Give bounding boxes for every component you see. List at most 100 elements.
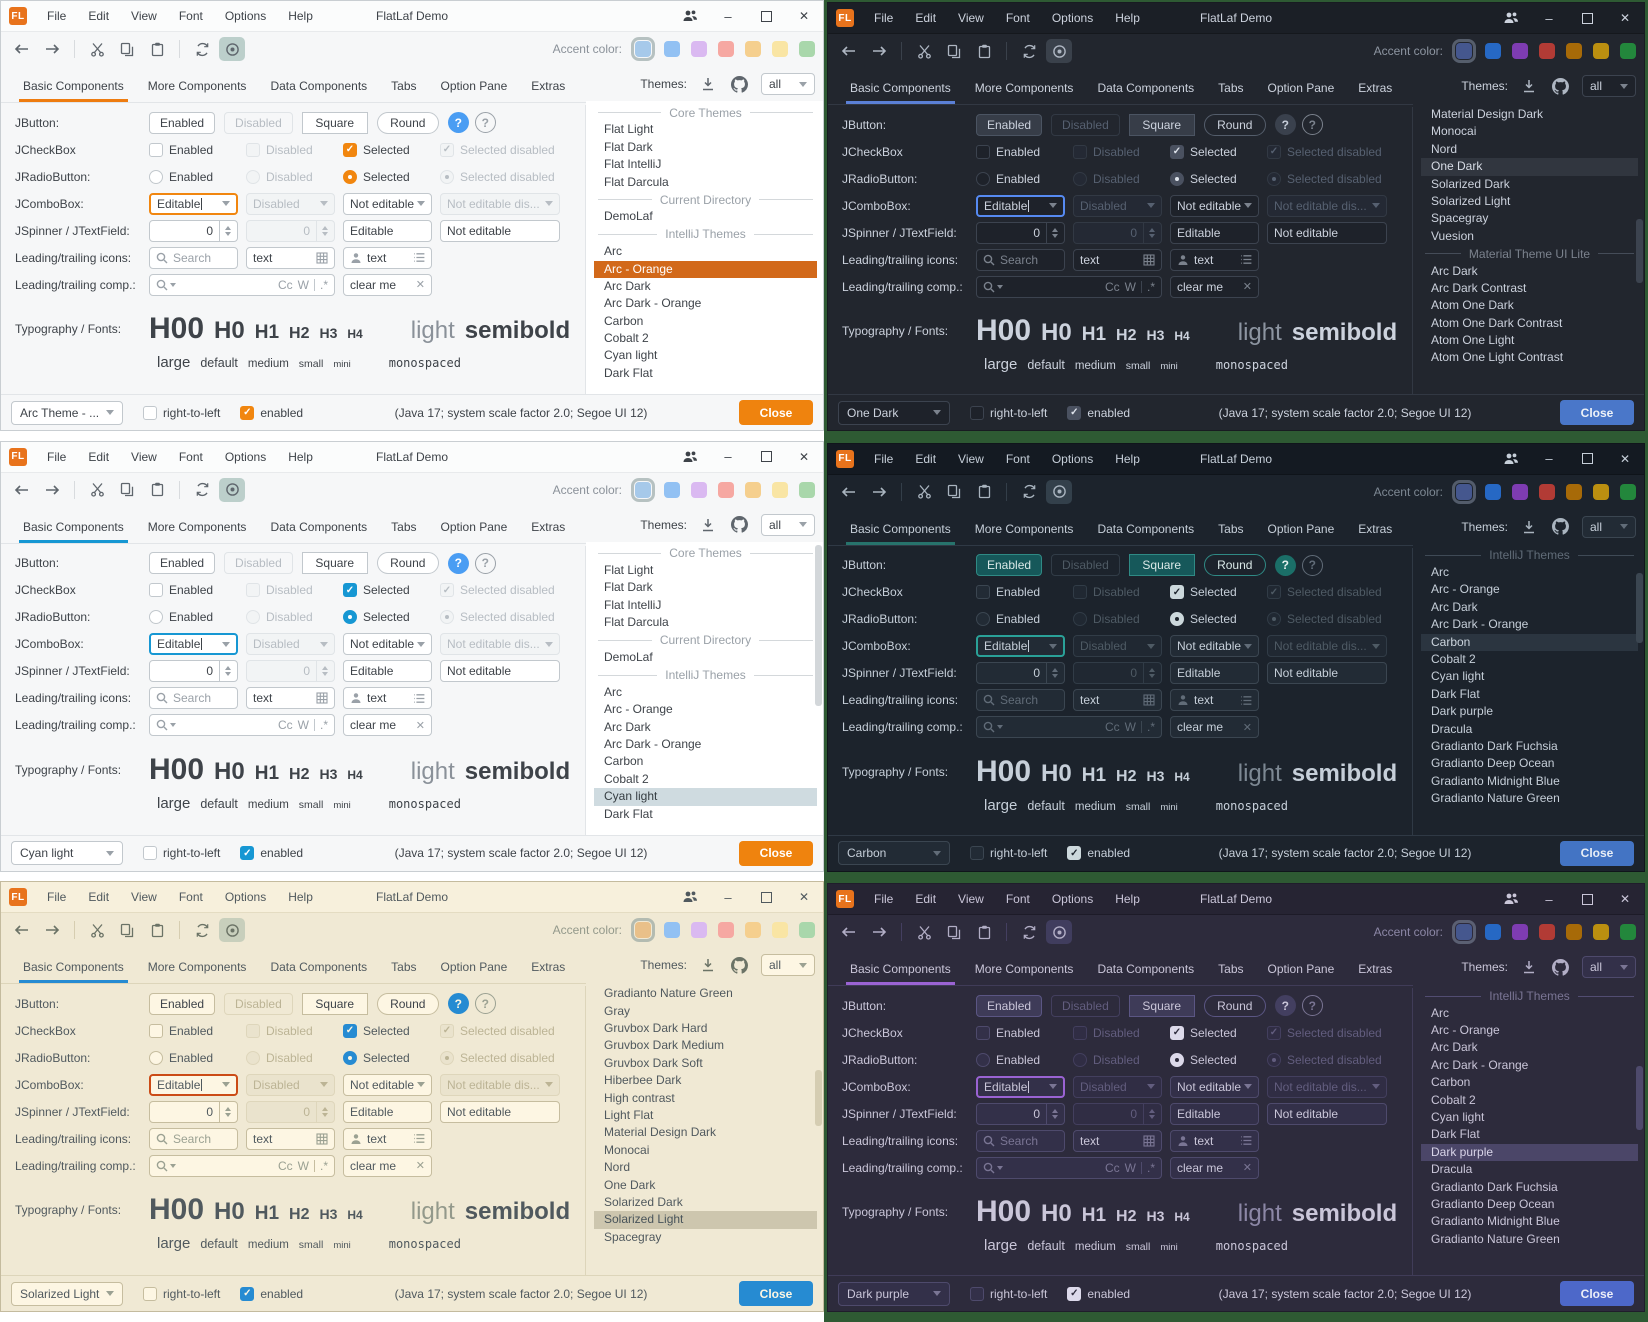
clear-me-input[interactable]: clear me ✕ — [1170, 1156, 1259, 1179]
tab-more-components[interactable]: More Components — [147, 519, 247, 534]
help-button[interactable]: ? — [1274, 554, 1296, 576]
tab-extras[interactable]: Extras — [531, 79, 566, 93]
accent-swatch-5[interactable] — [1566, 924, 1582, 941]
accent-swatch-3[interactable] — [1512, 483, 1528, 500]
theme-item[interactable]: Gruvbox Dark Medium — [604, 1038, 725, 1053]
show-hidden-eye-toggle[interactable] — [219, 477, 245, 502]
download-icon[interactable] — [699, 513, 717, 537]
accent-swatch-7[interactable] — [1620, 483, 1636, 500]
tab-extras[interactable]: Extras — [531, 519, 566, 534]
themes-scrollbar-thumb[interactable] — [1636, 572, 1643, 643]
square-button[interactable]: Square — [1128, 554, 1195, 577]
themes-filter-combobox[interactable]: all — [1582, 515, 1636, 538]
menu-font[interactable]: Font — [1005, 892, 1030, 907]
textfield-editable[interactable]: Editable — [1170, 1102, 1259, 1125]
theme-item[interactable]: Dracula — [1431, 721, 1473, 736]
enabled-button[interactable]: Enabled — [976, 113, 1043, 136]
combobox-editable[interactable]: Editable — [976, 1075, 1065, 1098]
search-input[interactable]: Search — [149, 687, 238, 710]
enabled-checkbox[interactable]: ✓ enabled — [240, 405, 303, 420]
search-with-options-input[interactable]: Cc W .* — [149, 273, 335, 296]
theme-item[interactable]: Arc Dark - Orange — [604, 296, 702, 311]
clear-icon[interactable]: ✕ — [1242, 281, 1252, 293]
help-button-outline[interactable]: ? — [1301, 995, 1323, 1017]
theme-item[interactable]: Solarized Dark — [604, 1195, 683, 1209]
theme-item[interactable]: Cyan light — [1431, 669, 1485, 684]
close-window-button[interactable]: ✕ — [798, 890, 810, 905]
whole-words-button[interactable]: W — [1124, 1160, 1136, 1175]
minimize-button[interactable]: – — [1545, 10, 1553, 26]
round-button[interactable]: Round — [1203, 994, 1266, 1017]
back-button[interactable] — [836, 39, 862, 63]
theme-item[interactable]: Arc Dark — [1431, 599, 1478, 614]
minimize-button[interactable]: – — [1545, 451, 1553, 467]
maximize-button[interactable] — [747, 442, 785, 472]
menu-edit[interactable]: Edit — [88, 9, 110, 23]
search-input[interactable]: Search — [149, 1127, 238, 1150]
combobox-not-editable[interactable]: Not editable — [1170, 1075, 1259, 1098]
tab-extras[interactable]: Extras — [1358, 81, 1393, 95]
enabled-button[interactable]: Enabled — [976, 994, 1043, 1017]
menu-edit[interactable]: Edit — [88, 890, 110, 905]
accent-swatch-3[interactable] — [691, 481, 707, 498]
maximize-button[interactable] — [747, 882, 785, 912]
chevron-down-icon[interactable] — [170, 282, 176, 287]
refresh-icon[interactable] — [1016, 920, 1042, 944]
radio-selected[interactable] — [1170, 612, 1184, 627]
theme-item[interactable]: One Dark — [604, 1177, 656, 1192]
regex-button[interactable]: .* — [1146, 279, 1155, 294]
theme-item[interactable]: One Dark — [1421, 158, 1638, 176]
round-button[interactable]: Round — [376, 111, 439, 134]
clear-icon[interactable]: ✕ — [415, 1160, 425, 1173]
forward-button[interactable] — [39, 37, 65, 61]
theme-item[interactable]: Vuesion — [1431, 228, 1474, 243]
menu-help[interactable]: Help — [288, 890, 313, 905]
text-input-user[interactable]: text — [343, 687, 432, 710]
checkbox-enabled[interactable] — [976, 144, 990, 159]
github-icon[interactable] — [1550, 955, 1570, 979]
clear-icon[interactable]: ✕ — [415, 719, 425, 732]
tab-tabs[interactable]: Tabs — [1218, 521, 1244, 536]
theme-item[interactable]: Gradianto Deep Ocean — [1431, 1197, 1555, 1211]
close-window-button[interactable]: ✕ — [1619, 11, 1631, 25]
menu-options[interactable]: Options — [224, 890, 267, 905]
regex-button[interactable]: .* — [319, 1158, 328, 1173]
theme-item[interactable]: Dark purple — [1421, 1143, 1638, 1162]
menu-edit[interactable]: Edit — [915, 451, 937, 466]
theme-item[interactable]: Gruvbox Dark Soft — [604, 1055, 703, 1070]
text-input-calendar[interactable]: text — [1073, 248, 1162, 271]
close-button[interactable]: Close — [739, 400, 813, 425]
enabled-checkbox[interactable]: ✓ enabled — [1067, 846, 1130, 861]
theme-item[interactable]: Gradianto Deep Ocean — [1431, 756, 1555, 771]
clear-icon[interactable]: ✕ — [1242, 1162, 1252, 1175]
accent-swatch-2[interactable] — [664, 481, 680, 498]
combobox-not-editable[interactable]: Not editable — [343, 1073, 432, 1096]
combobox-editable[interactable]: Editable — [149, 192, 238, 215]
minimize-button[interactable]: – — [724, 889, 732, 905]
checkbox[interactable]: ✓ — [1067, 405, 1082, 420]
tab-tabs[interactable]: Tabs — [391, 960, 417, 975]
spinner-arrows[interactable] — [219, 661, 231, 682]
tab-basic-components[interactable]: Basic Components — [838, 962, 963, 986]
menu-options[interactable]: Options — [1051, 451, 1094, 466]
tab-more-components[interactable]: More Components — [147, 960, 247, 975]
tab-option-pane[interactable]: Option Pane — [1267, 81, 1335, 95]
spinner-arrows[interactable] — [1046, 1103, 1058, 1124]
theme-item[interactable]: DemoLaf — [604, 209, 653, 224]
theme-item[interactable]: DemoLaf — [604, 650, 653, 664]
regex-button[interactable]: .* — [1146, 720, 1155, 735]
users-icon[interactable] — [671, 1, 709, 31]
menu-options[interactable]: Options — [1051, 892, 1094, 907]
accent-swatch-2[interactable] — [1485, 483, 1501, 500]
enabled-button[interactable]: Enabled — [976, 554, 1043, 577]
match-case-button[interactable]: Cc — [277, 718, 293, 733]
right-to-left-checkbox[interactable]: right-to-left — [970, 405, 1047, 420]
menu-view[interactable]: View — [131, 890, 157, 905]
maximize-button[interactable] — [747, 1, 785, 31]
text-input-calendar[interactable]: text — [246, 687, 335, 710]
tab-more-components[interactable]: More Components — [974, 81, 1074, 95]
theme-item[interactable]: Cyan light — [594, 788, 817, 806]
accent-swatch-4[interactable] — [1539, 43, 1555, 59]
search-input[interactable]: Search — [976, 689, 1065, 712]
show-hidden-eye-toggle[interactable] — [219, 37, 245, 61]
